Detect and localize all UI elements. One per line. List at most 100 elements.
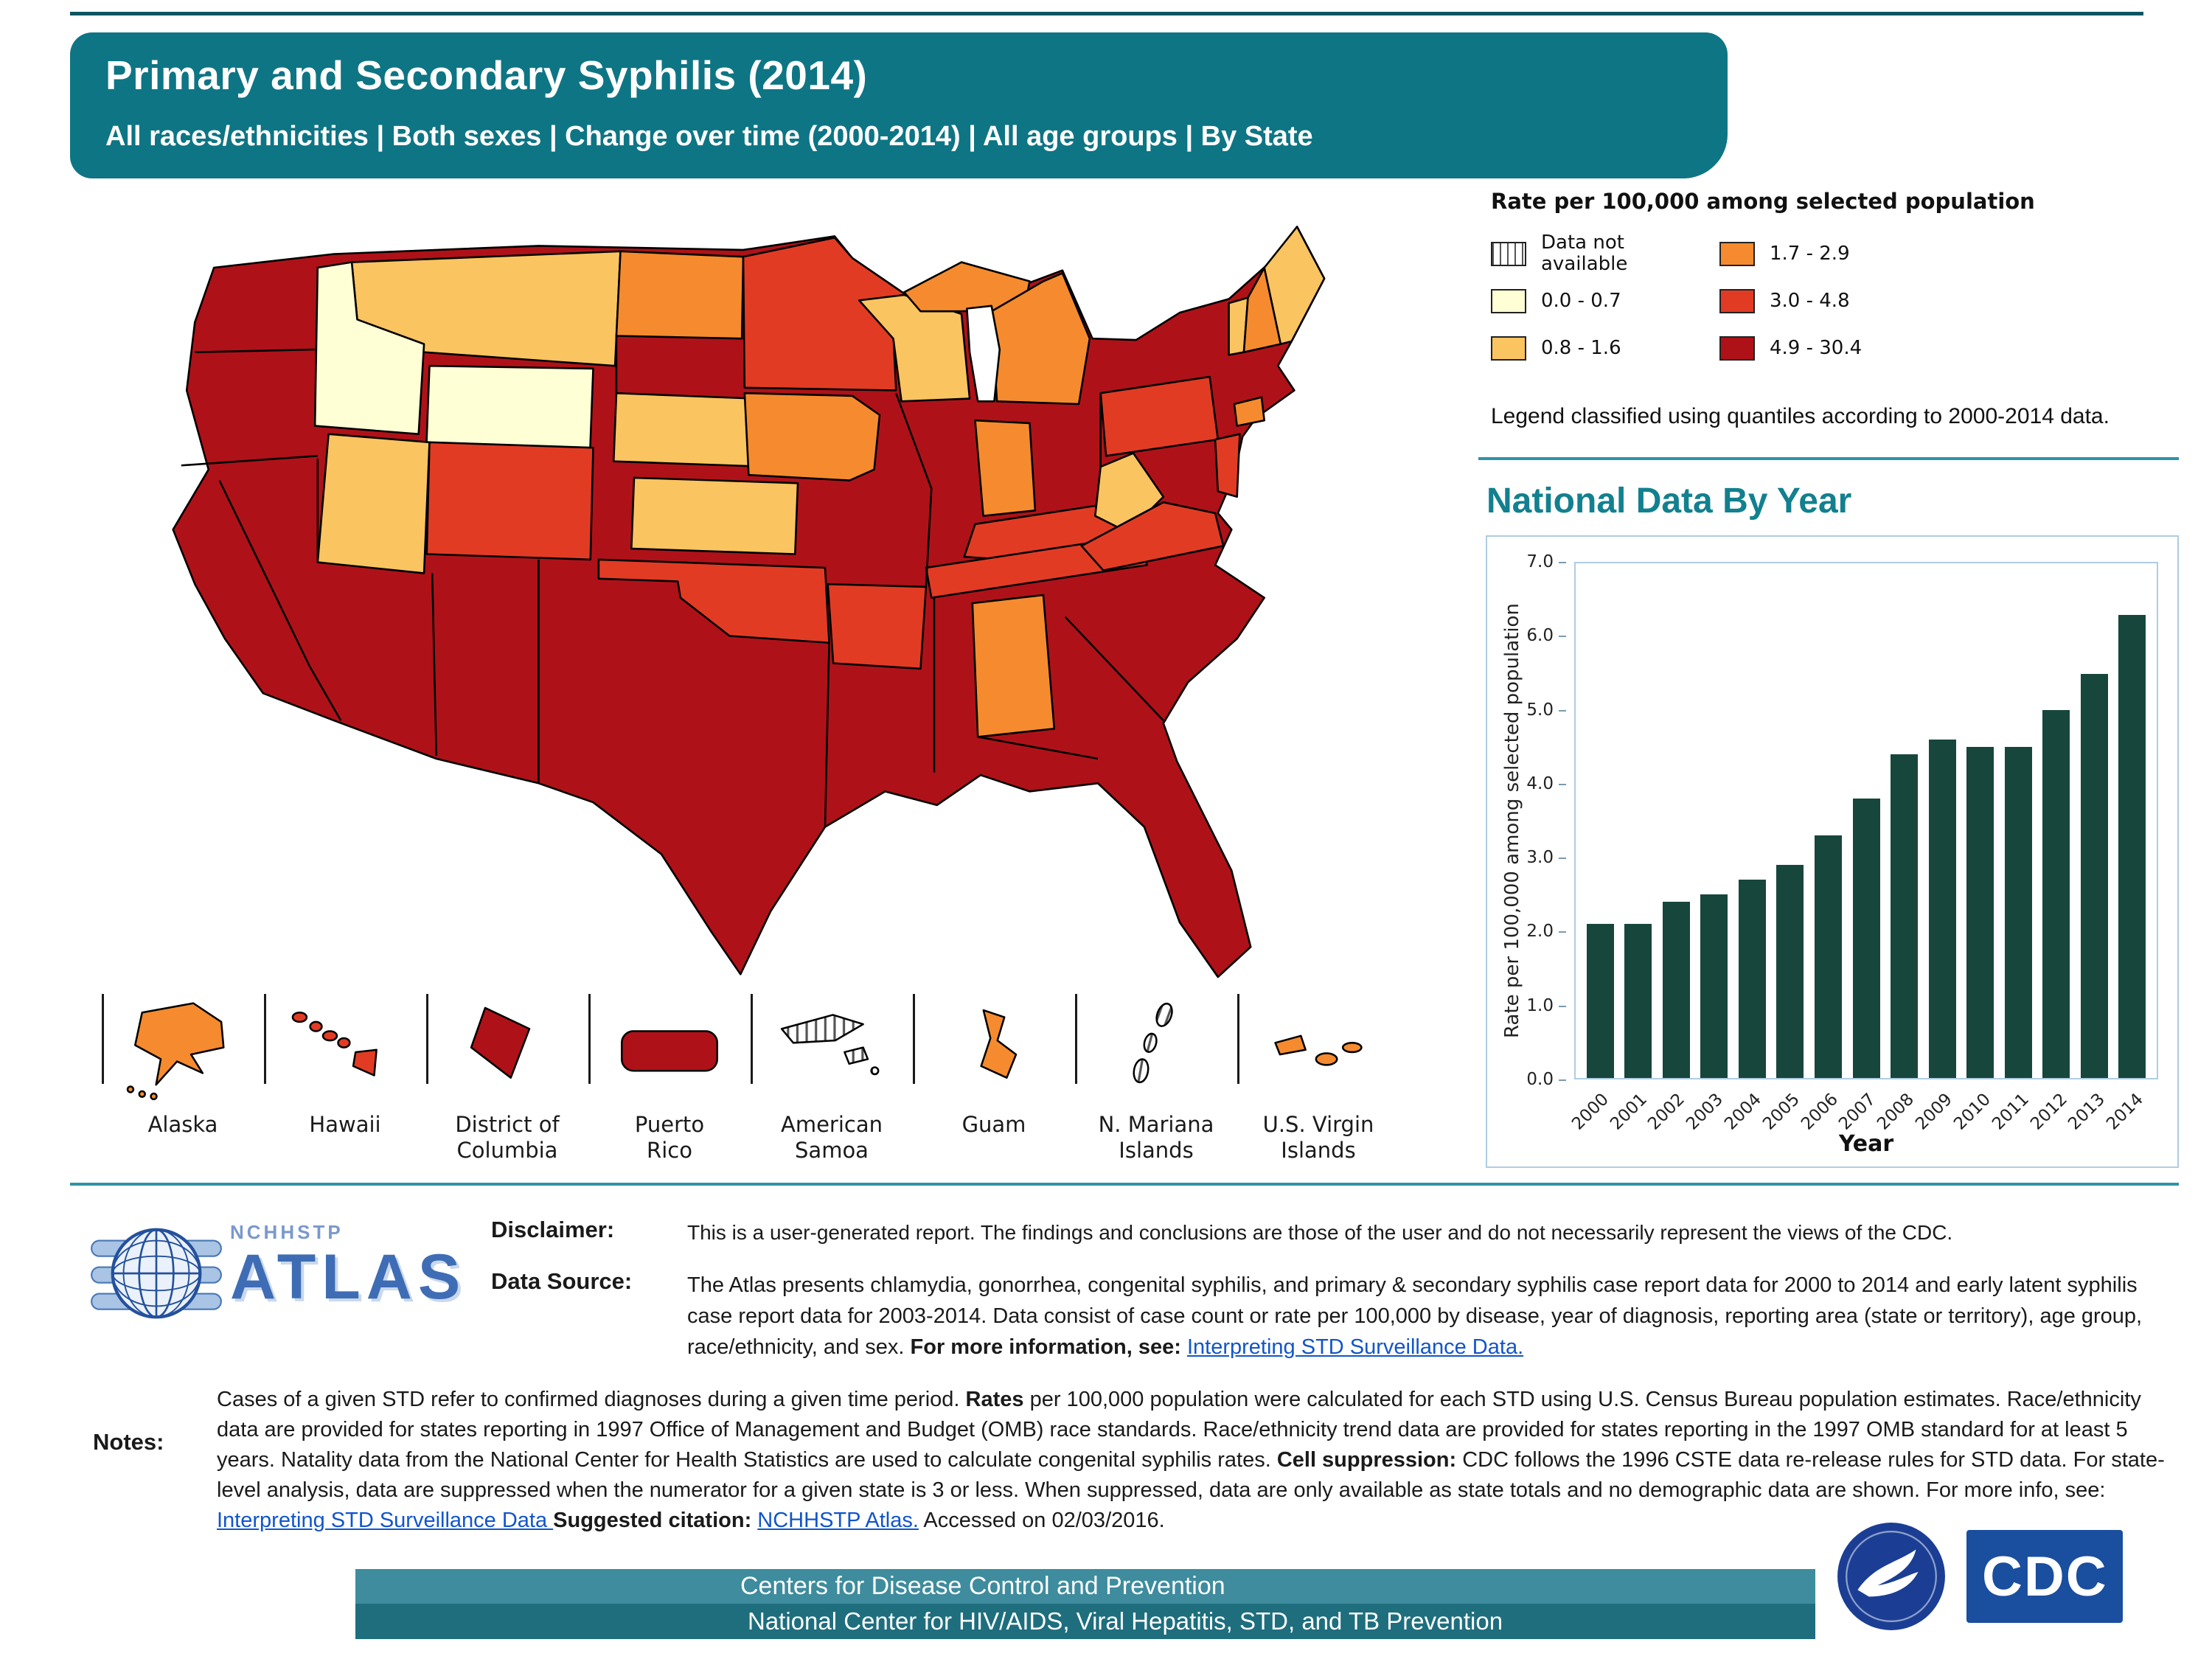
state-KS [630, 476, 799, 555]
x-tick-label: 2012 [2026, 1090, 2071, 1134]
legend-swatch-icon [1719, 241, 1755, 266]
bar-2013 [2080, 673, 2108, 1078]
bar-2009 [1928, 740, 1956, 1078]
state-CT [1233, 396, 1265, 427]
state-UT [316, 433, 431, 574]
state-WI [858, 293, 971, 403]
legend-items: Data not available 0.0 - 0.7 0.8 - 1.6 1.7 … [1491, 230, 2177, 372]
x-tick-label: 2000 [1568, 1090, 1613, 1134]
hawaii-map-icon [291, 1012, 378, 1077]
state-ND [615, 250, 745, 340]
footer-bar-cdc-label: Centers for Disease Control and Preventi… [740, 1572, 1225, 1600]
y-tick-labels: 0.0 1.0 2.0 3.0 4.0 5.0 6.0 7.0 [1487, 552, 1573, 1089]
national-bar-chart: Rate per 100,000 among selected populati… [1486, 535, 2179, 1168]
bar-2001 [1624, 923, 1652, 1078]
disclaimer-label: Disclaimer: [491, 1217, 615, 1242]
bar-2012 [2042, 710, 2070, 1078]
alaska-map-icon [126, 1002, 225, 1101]
interpreting-std-link[interactable]: Interpreting STD Surveillance Data [217, 1509, 554, 1532]
x-tick-label: 2004 [1721, 1090, 1765, 1134]
state-NJ [1214, 433, 1241, 498]
hhs-seal-icon [1837, 1523, 1945, 1630]
state-ME [1263, 226, 1326, 345]
legend-title: Rate per 100,000 among selected populati… [1491, 189, 2035, 214]
us-virgin-islands-map-icon [1274, 1034, 1363, 1066]
text-segment: Rates [965, 1388, 1024, 1411]
x-tick-label: 2008 [1874, 1090, 1919, 1134]
inset-n-mariana-islands: N. Mariana Islands [1075, 990, 1237, 1164]
bar-2003 [1700, 894, 1728, 1078]
bar-2006 [1814, 835, 1842, 1078]
legend-item: 0.0 - 0.7 [1491, 288, 1719, 313]
section-divider [1478, 457, 2179, 460]
x-tick-label: 2011 [1988, 1090, 2033, 1134]
content-divider [70, 1183, 2179, 1186]
x-tick-label: 2003 [1683, 1090, 1728, 1134]
lake-michigan [966, 305, 1001, 403]
legend-label: 1.7 - 2.9 [1770, 242, 1850, 265]
bar-2010 [1966, 747, 1994, 1078]
inset-us-virgin-islands: U.S. Virgin Islands [1237, 990, 1399, 1164]
x-tick-labels: 2000 2001 2002 2003 2004 2005 2006 2007 2008 2009… [1568, 1084, 2158, 1137]
page-title: Primary and Secondary Syphilis (2014) [105, 52, 868, 98]
legend-swatch-icon [1491, 288, 1526, 313]
bar-2014 [2118, 614, 2146, 1078]
text-segment: Cases of a given STD refer to confirmed … [217, 1388, 966, 1411]
inset-label: Hawaii [309, 1112, 381, 1137]
legend-label: 0.0 - 0.7 [1541, 289, 1621, 312]
disclaimer-text: This is a user-generated report. The fin… [687, 1221, 1953, 1244]
state-OK [597, 558, 830, 644]
guam-map-icon [980, 1009, 1018, 1079]
inset-label: American Samoa [780, 1112, 883, 1163]
state-VA [1080, 501, 1225, 571]
legend-item: 0.8 - 1.6 [1491, 335, 1719, 361]
chart-heading: National Data By Year [1486, 481, 1852, 521]
notes-text: Cases of a given STD refer to confirmed … [217, 1385, 2178, 1536]
inset-label: District of Columbia [455, 1112, 560, 1163]
cdc-logo: CDC [1966, 1530, 2124, 1623]
inset-label: N. Mariana Islands [1098, 1112, 1214, 1163]
x-tick-label: 2002 [1644, 1090, 1689, 1134]
y-tick-label: 2.0 [1526, 922, 1566, 942]
nchhstp-label: NCHHSTP [230, 1221, 344, 1243]
legend-label: 3.0 - 4.8 [1770, 289, 1850, 312]
top-rule [70, 12, 2143, 15]
state-IA [743, 392, 881, 481]
legend-item: 4.9 - 30.4 [1719, 335, 1948, 361]
interpreting-std-link[interactable]: Interpreting STD Surveillance Data. [1186, 1335, 1524, 1359]
legend-swatch-icon [1719, 335, 1755, 361]
bar-2008 [1891, 754, 1919, 1078]
bar-2002 [1662, 901, 1690, 1078]
footer-bar-nchhstp-label: National Center for HIV/AIDS, Viral Hepa… [748, 1607, 1503, 1635]
text-segment: per 100,000 population were calculated f… [217, 1388, 2141, 1472]
legend-item: Data not available [1491, 232, 1719, 275]
globe-icon [91, 1228, 222, 1319]
bar-2000 [1586, 923, 1614, 1078]
x-axis-label: Year [1838, 1131, 1894, 1157]
map-legend: Rate per 100,000 among selected populati… [1491, 189, 2177, 372]
report-header: Primary and Secondary Syphilis (2014) Al… [70, 32, 1728, 178]
inset-alaska: Alaska [102, 990, 264, 1164]
y-tick-label: 4.0 [1526, 773, 1566, 793]
text-segment: Suggested citation: [553, 1509, 758, 1532]
x-tick-label: 2001 [1606, 1090, 1651, 1134]
y-tick-label: 5.0 [1526, 700, 1566, 720]
inset-puerto-rico: Puerto Rico [588, 990, 751, 1164]
page-subtitle: All races/ethnicities | Both sexes | Cha… [105, 121, 1313, 152]
inset-label: Guam [961, 1112, 1026, 1137]
legend-swatch-icon [1491, 335, 1526, 361]
nchhstp-atlas-link[interactable]: NCHHSTP Atlas. [757, 1509, 919, 1532]
state-ID [313, 261, 425, 435]
text-segment: The Atlas presents chlamydia, gonorrhea,… [687, 1273, 2143, 1359]
cdc-logo-box: CDC [1815, 1504, 2143, 1649]
bar-2004 [1738, 879, 1766, 1078]
state-MI-lower [990, 272, 1091, 406]
dc-map-icon [470, 1006, 531, 1079]
text-segment: For more information, see: [910, 1335, 1187, 1359]
x-tick-label: 2013 [2065, 1090, 2110, 1134]
y-tick-label: 0.0 [1526, 1070, 1566, 1089]
inset-label: U.S. Virgin Islands [1262, 1112, 1374, 1163]
legend-label: 4.9 - 30.4 [1770, 336, 1863, 359]
x-tick-label: 2007 [1835, 1090, 1880, 1134]
x-tick-label: 2005 [1759, 1090, 1804, 1134]
